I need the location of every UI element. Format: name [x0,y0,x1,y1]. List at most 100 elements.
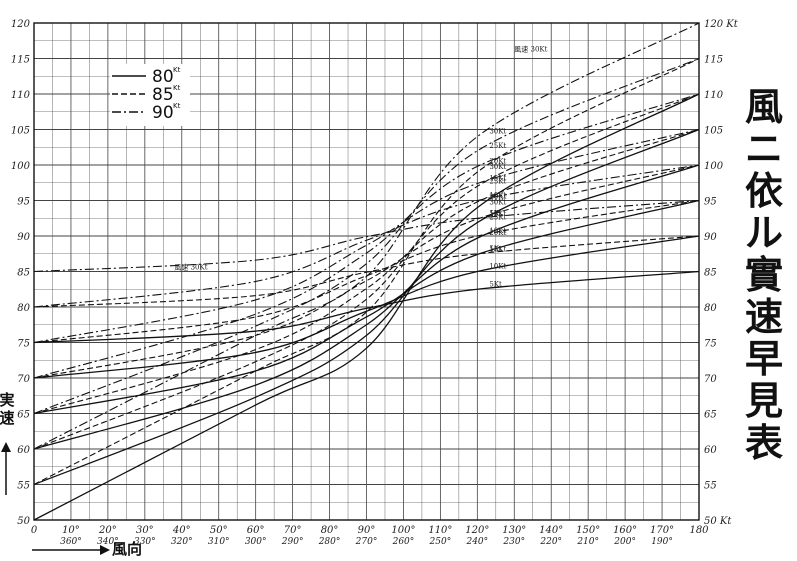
series-line-85kt-wind-5 [33,235,700,308]
series-label: 10Kt [489,227,506,235]
y-tick-label-right: 100 [704,161,724,172]
y-tick-label-left: 55 [17,481,30,492]
x-tick-label: 120° [465,525,489,536]
series-label: 15Kt [489,245,506,253]
x-tick-label: 10° [62,525,80,536]
x-tick-label-secondary: 300° [245,537,267,547]
series-line-80kt-wind-20 [33,164,700,450]
series-line-80kt-wind-10 [33,235,700,379]
y-tick-label-left: 70 [17,374,30,385]
series-line-80kt-wind-30 [33,93,700,521]
legend-label: 80 [152,67,174,87]
x-tick-label-secondary: 290° [281,537,304,547]
y-tick-label-left: 105 [11,126,30,137]
y-tick-label-left: 65 [17,410,30,421]
chart-annotations: 風速 30Kt 風速 30Kt [1,45,548,555]
y-tick-label-right: 95 [704,197,717,208]
series-label: 5Kt [489,209,502,217]
y-label-char: 実 [0,391,15,409]
x-tick-label: 180 [689,525,709,536]
annotation-label: 風速 30Kt [174,263,207,271]
y-tick-label-left: 85 [17,268,30,279]
series-label: 30Kt [489,128,506,136]
y-tick-label-right: 70 [704,374,717,385]
title-char: ル [745,210,783,255]
x-tick-label: 20° [98,525,117,536]
x-tick-label-secondary: 250° [429,537,452,547]
title-char: 實 [745,252,783,297]
x-tick-label: 140° [539,525,563,536]
y-tick-label-left: 110 [11,90,31,101]
x-tick-label-secondary: 360° [60,537,82,547]
y-tick-label-left: 95 [17,197,30,208]
series-label: 30Kt [489,163,506,171]
y-tick-label-left: 120 [11,19,31,30]
series-label: 10Kt [489,263,506,271]
y-tick-label-right: 120 Kt [704,19,739,30]
title-char: 表 [745,420,783,465]
y-tick-label-right: 110 [704,90,724,101]
series-line-90kt-wind-5 [33,199,700,273]
x-tick-label: 70° [284,525,302,536]
y-tick-label-right: 105 [704,126,723,137]
legend-unit: Kt [173,102,181,110]
x-tick-label-secondary: 240° [465,537,488,547]
x-tick-label: 170° [650,525,674,536]
x-tick-label-secondary: 330° [134,537,156,547]
annotation-label: 風速 30Kt [514,45,547,53]
y-tick-label-right: 75 [704,339,717,350]
x-tick-label: 30° [136,525,154,536]
series-line-80kt-wind-25 [33,128,700,486]
x-tick-label: 150° [576,525,600,536]
series-line-85kt-wind-25 [33,93,700,450]
x-tick-label-secondary: 190° [651,537,673,547]
series-line-90kt-wind-25 [33,57,700,415]
series-label: 30Kt [489,199,506,207]
x-axis-arrowhead [100,545,110,555]
series-line-90kt-wind-30 [33,22,700,450]
series-label: 5Kt [489,245,502,253]
x-tick-label-secondary: 320° [171,537,193,547]
title-char: 見 [745,378,783,423]
x-tick-label: 90° [358,525,376,536]
x-tick-label: 130° [502,525,526,536]
title-char: 速 [745,294,783,339]
series-label: 5Kt [489,280,502,288]
y-axis-label: 実速 [0,391,15,427]
x-tick-label-secondary: 310° [208,537,230,547]
series-line-85kt-wind-10 [33,199,700,344]
x-tick-label-secondary: 270° [355,537,378,547]
chart-axes: 0 10°360°20°340°30°330°40°320°50°310°60°3… [11,19,739,547]
legend-unit: Kt [173,84,181,92]
title-char: ニ [745,126,783,171]
x-tick-label-secondary: 200° [613,537,636,547]
x-tick-label: 40° [172,525,191,536]
series-label: 15Kt [489,210,506,218]
x-tick-label-secondary: 280° [318,537,341,547]
y-axis-arrowhead [1,442,11,452]
y-tick-label-right: 80 [704,303,717,314]
y-tick-label-right: 50 Kt [704,516,732,527]
series-label: 25Kt [489,142,506,150]
y-tick-label-left: 75 [17,339,30,350]
series-line-80kt-wind-15 [33,199,700,415]
x-tick-label-secondary: 340° [97,537,119,547]
y-tick-label-left: 100 [11,161,31,172]
legend-unit: Kt [173,66,181,74]
y-tick-label-right: 85 [704,268,717,279]
y-tick-label-left: 90 [17,232,30,243]
series-label: 20Kt [489,157,506,165]
x-tick-label-secondary: 210° [576,537,599,547]
legend-background [110,64,190,126]
y-tick-label-right: 55 [704,481,717,492]
y-tick-label-right: 115 [704,55,723,66]
series-label: 15Kt [489,174,506,182]
y-tick-label-left: 60 [17,445,30,456]
series-line-90kt-wind-20 [33,93,700,379]
series-line-85kt-wind-20 [33,128,700,415]
y-tick-label-right: 60 [704,445,717,456]
x-tick-label-secondary: 260° [392,537,415,547]
y-tick-label-left: 115 [11,55,30,66]
